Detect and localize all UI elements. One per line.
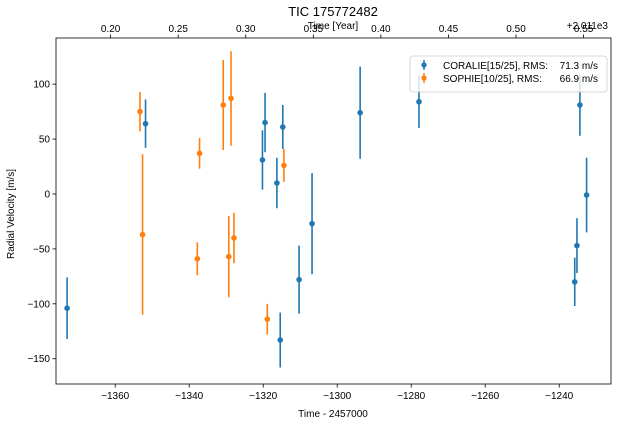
- data-point: [264, 316, 271, 322]
- y-tick-label: −100: [27, 299, 50, 310]
- top-tick-label: 0.45: [439, 24, 459, 35]
- legend-marker-sophie: [421, 73, 427, 83]
- data-point: [416, 98, 422, 105]
- data-point: [259, 157, 266, 163]
- y-tick-label: −50: [33, 244, 50, 255]
- data-point: [357, 109, 363, 116]
- legend: CORALIE[15/25], RMS: 71.3 m/s SOPHIE[10/…: [409, 55, 608, 93]
- top-tick-label: 0.25: [168, 24, 188, 35]
- legend-marker-coralie: [421, 60, 427, 70]
- plot-frame: [55, 37, 612, 385]
- data-point: [142, 120, 149, 127]
- x-tick-label: −1240: [545, 391, 574, 402]
- data-point: [281, 162, 287, 169]
- x-tick-label: −1260: [471, 391, 500, 402]
- y-tick-label: −150: [27, 354, 50, 365]
- data-point: [225, 253, 232, 260]
- data-point: [574, 242, 580, 249]
- data-point: [583, 192, 590, 198]
- y-axis-label: Radial Velocity [m/s]: [6, 169, 17, 259]
- top-tick-label: 0.55: [574, 24, 594, 35]
- x-tick-label: −1340: [175, 391, 204, 402]
- data-point: [577, 102, 583, 108]
- data-point: [309, 220, 315, 227]
- top-axis-offset: +2.011e3: [567, 21, 609, 32]
- axes-layer: −1360 −1340 −1320 −1300 −1280 −1260 −1240 −150 −…: [27, 24, 612, 402]
- series-sophie: [137, 51, 287, 335]
- legend-rms-sophie: 66.9 m/s: [560, 74, 598, 85]
- legend-label-sophie: SOPHIE[10/25], RMS:: [443, 74, 542, 85]
- legend-rms-coralie: 71.3 m/s: [560, 61, 598, 72]
- legend-frame: [409, 55, 608, 93]
- top-axis-label: Time [Year]: [308, 21, 359, 32]
- series-coralie: [64, 66, 590, 368]
- chart-title: TIC 175772482: [288, 4, 378, 19]
- x-tick-label: −1280: [397, 391, 426, 402]
- data-point: [64, 305, 70, 312]
- y-tick-label: 100: [33, 80, 50, 91]
- data-point: [277, 337, 284, 343]
- data-point: [231, 235, 237, 241]
- y-tick-label: 50: [39, 135, 51, 146]
- data-point: [296, 276, 302, 283]
- top-tick-label: 0.40: [371, 24, 391, 35]
- y-tick-label: 0: [44, 189, 50, 200]
- x-tick-label: −1320: [249, 391, 278, 402]
- data-point: [262, 119, 268, 126]
- x-tick-label: −1360: [101, 391, 130, 402]
- top-tick-label: 0.20: [101, 24, 121, 35]
- x-tick-label: −1300: [323, 391, 352, 402]
- data-point: [196, 150, 203, 157]
- top-tick-label: 0.30: [236, 24, 256, 35]
- data-point: [220, 102, 227, 108]
- legend-label-coralie: CORALIE[15/25], RMS:: [443, 61, 548, 72]
- data-point: [137, 108, 143, 115]
- x-axis-label: Time - 2457000: [298, 409, 368, 420]
- top-tick-label: 0.35: [304, 24, 324, 35]
- data-point: [139, 231, 146, 238]
- data-point: [228, 95, 234, 102]
- series-layer: [64, 51, 590, 368]
- data-point: [571, 279, 578, 285]
- data-point: [194, 255, 201, 262]
- data-point: [274, 180, 280, 186]
- data-point: [280, 124, 286, 130]
- top-tick-label: 0.50: [506, 24, 526, 35]
